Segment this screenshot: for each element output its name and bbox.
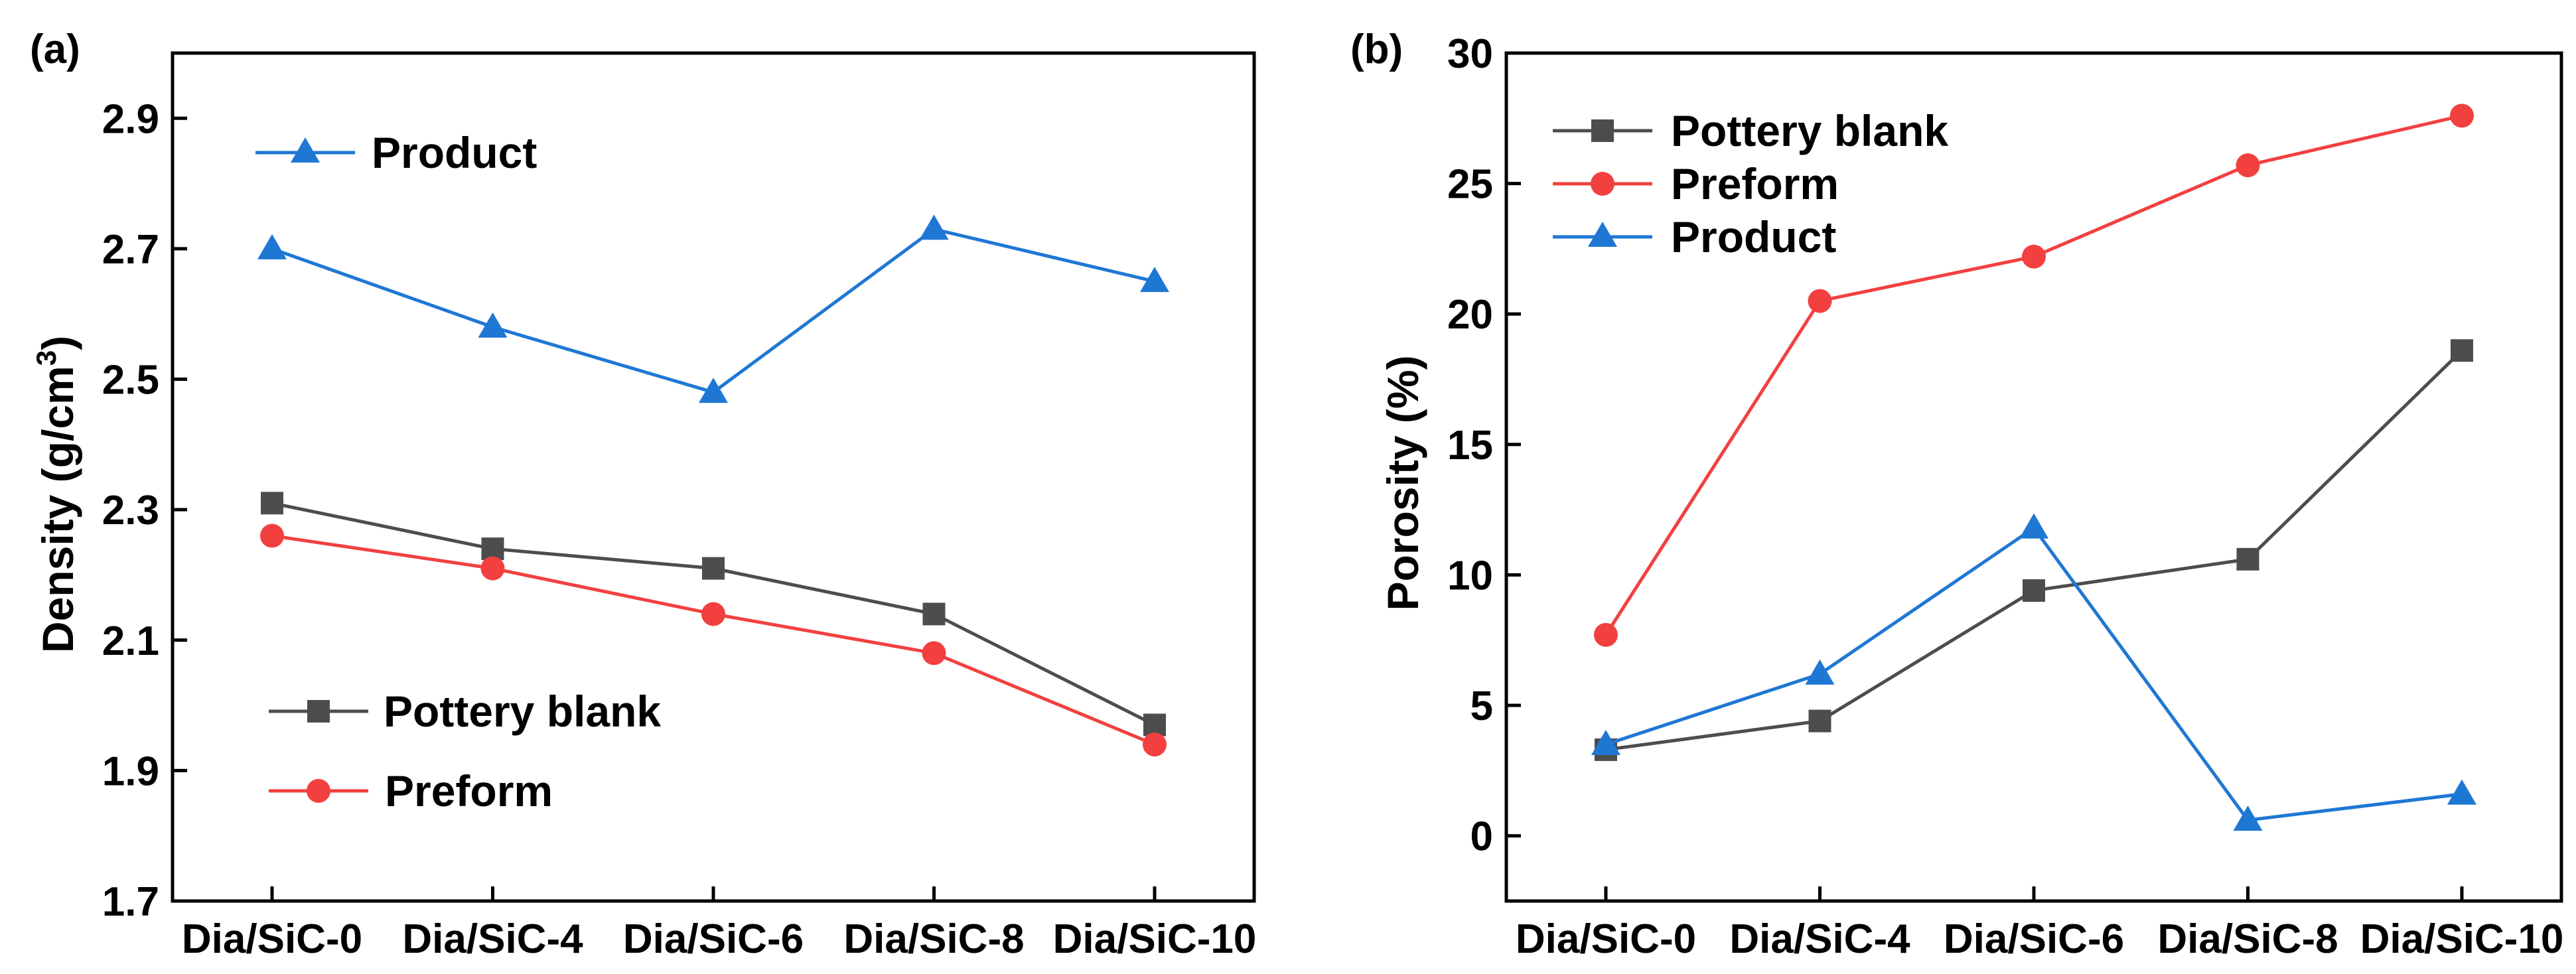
panel-b-label: (b) (1350, 27, 1403, 72)
panel-a-pottery-blank-point (261, 492, 283, 515)
panel-a-ticks: 1.7 1.9 2.1 2.3 2.5 2.7 2.9 Dia/SiC-0 Dia/SiC-4 D… (102, 96, 1257, 962)
panel-a-pottery-blank-point (922, 602, 946, 626)
legend-square-marker (1591, 119, 1614, 142)
panel-a-legend-preform-label: Preform (385, 766, 553, 815)
panel-a-legend-product: Product (255, 128, 537, 177)
panel-a-preform-point (480, 556, 505, 581)
x-tick-label: Dia/SiC-0 (182, 916, 362, 962)
panel-a-label: (a) (30, 27, 80, 72)
panel-a-legend-preform: Preform (269, 766, 553, 815)
panel-b-product-point (1805, 659, 1835, 685)
panel-a-product-point (1140, 267, 1169, 293)
y-tick-label: 5 (1470, 683, 1493, 729)
x-tick-label: Dia/SiC-4 (1729, 916, 1910, 962)
panel-a-ylabel-main: Density (g/cm (33, 366, 82, 653)
x-tick-label: Dia/SiC-0 (1516, 916, 1696, 962)
panel-a-ylabel-close: ) (33, 336, 82, 350)
y-tick-label: 25 (1447, 162, 1493, 208)
panel-a-legend-pottery-blank: Pottery blank (269, 687, 661, 736)
legend-triangle-marker (1588, 222, 1617, 247)
panel-a-pottery-blank-point (481, 537, 504, 561)
panel-b-product-point (2447, 779, 2476, 805)
y-tick-label: 30 (1447, 31, 1493, 77)
panel-b-series (1591, 104, 2476, 831)
panel-a-product-point (699, 378, 728, 403)
x-tick-label: Dia/SiC-6 (623, 916, 804, 962)
x-tick-label: Dia/SiC-8 (2157, 916, 2338, 962)
x-tick-label: Dia/SiC-4 (402, 916, 583, 962)
panel-a-product-point (919, 214, 949, 240)
panel-b-product-point (1591, 730, 1620, 756)
panel-b-product-point (2019, 513, 2048, 539)
y-tick-label: 2.7 (102, 227, 159, 273)
panel-a-ylabel: Density (g/cm3) (31, 336, 82, 653)
legend-square-marker (307, 700, 330, 723)
panel-b-preform-point (1594, 622, 1618, 647)
panel-a-series (257, 214, 1169, 757)
panel-a-preform-point (701, 602, 725, 626)
legend-circle-marker (307, 779, 330, 803)
panel-a-axes-frame (171, 51, 1256, 903)
y-tick-label: 2.3 (102, 488, 159, 533)
panel-a-ylabel-sup: 3 (31, 350, 62, 366)
panel-b-pottery-blank-point (1808, 709, 1831, 732)
y-tick-label: 2.5 (102, 358, 159, 403)
panel-b-pottery-blank-line (1605, 349, 2463, 752)
panel-b-legend-product: Product (1553, 212, 1836, 261)
panel-b-legend-preform: Preform (1553, 159, 1839, 208)
x-tick-label: Dia/SiC-8 (843, 916, 1024, 962)
panel-b-preform-point (2236, 153, 2260, 178)
y-tick-label: 2.1 (102, 618, 159, 664)
panel-b-pottery-blank-point (2236, 547, 2259, 571)
panel-a-product-point (478, 312, 508, 338)
x-tick-label: Dia/SiC-10 (1053, 916, 1257, 962)
panel-b-legend-preform-label: Preform (1671, 159, 1839, 208)
panel-b: (b) Porosity (%) 0 5 10 15 20 25 30 Dia/SiC-0 Di… (1350, 27, 2563, 962)
panel-a-pottery-blank-point (702, 557, 725, 580)
legend-triangle-marker (291, 137, 320, 163)
panel-a-preform-point (260, 523, 284, 548)
panel-b-ylabel: Porosity (%) (1378, 355, 1427, 610)
y-tick-label: 1.9 (102, 748, 159, 794)
y-tick-label: 1.7 (102, 879, 159, 925)
legend-circle-marker (1591, 172, 1614, 196)
panel-b-product-line (1605, 526, 2463, 822)
panel-b-preform-point (2022, 244, 2046, 269)
panel-b-ticks: 0 5 10 15 20 25 30 Dia/SiC-0 Dia/SiC-4 Dia/SiC-6 D… (1447, 31, 2563, 962)
x-tick-label: Dia/SiC-10 (2360, 916, 2564, 962)
panel-a-product-point (257, 234, 287, 259)
y-tick-label: 15 (1447, 423, 1493, 468)
panel-b-legend-product-label: Product (1671, 212, 1836, 261)
panel-a-legend-product-label: Product (372, 128, 537, 177)
panel-a-preform-point (1143, 732, 1167, 757)
y-tick-label: 2.9 (102, 96, 159, 142)
panel-b-preform-point (1808, 289, 1832, 313)
panel-b-product-point (2233, 805, 2263, 831)
y-tick-label: 0 (1470, 814, 1493, 860)
y-tick-label: 10 (1447, 553, 1493, 598)
panel-a-legend-pottery-blank-label: Pottery blank (384, 687, 661, 736)
panel-a-product-line (271, 227, 1155, 394)
y-tick-label: 20 (1447, 292, 1493, 338)
panel-b-pottery-blank-point (2023, 579, 2045, 602)
panel-b-legend-pottery-blank-label: Pottery blank (1671, 106, 1948, 155)
panel-a-pottery-blank-point (1143, 713, 1166, 736)
panel-a-preform-point (922, 641, 946, 665)
panel-b-pottery-blank-point (2451, 339, 2473, 362)
panel-b-preform-point (2450, 104, 2474, 128)
panel-b-axes-frame (1504, 51, 2563, 903)
panel-a: (a) Density (g/cm3) 1.7 1.9 2.1 2.3 2.5 2.7 2.… (30, 27, 1256, 962)
panel-b-legend-pottery-blank: Pottery blank (1553, 106, 1948, 155)
x-tick-label: Dia/SiC-6 (1944, 916, 2124, 962)
